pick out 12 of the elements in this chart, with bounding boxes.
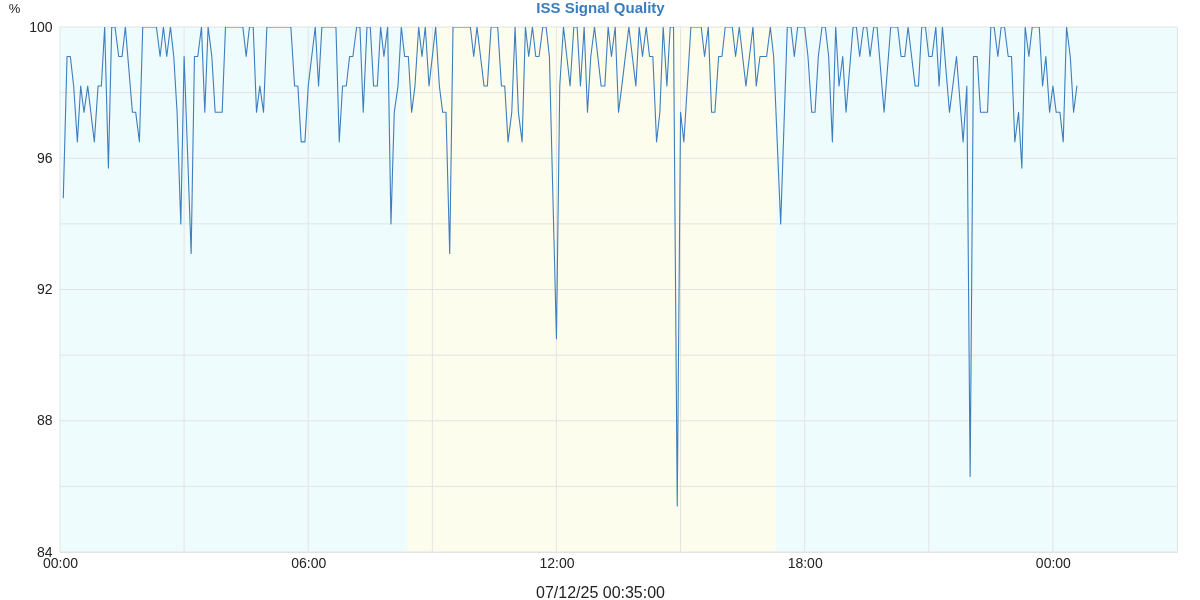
y-tick-label: 100 — [29, 18, 53, 35]
chart-title: ISS Signal Quality — [536, 0, 666, 16]
y-tick-label: 96 — [36, 149, 53, 166]
line-series — [62, 27, 1078, 507]
y-tick-label: 88 — [36, 412, 53, 429]
y-axis-title: % — [8, 0, 21, 16]
y-tick-label: 92 — [36, 281, 53, 297]
x-tick-label: 06:00 — [291, 554, 327, 571]
x-tick-label: 12:00 — [539, 554, 575, 571]
x-axis-title: 07/12/25 00:35:00 — [535, 583, 666, 600]
x-tick-label: 18:00 — [787, 554, 823, 571]
x-tick-label: 00:00 — [1035, 554, 1072, 571]
